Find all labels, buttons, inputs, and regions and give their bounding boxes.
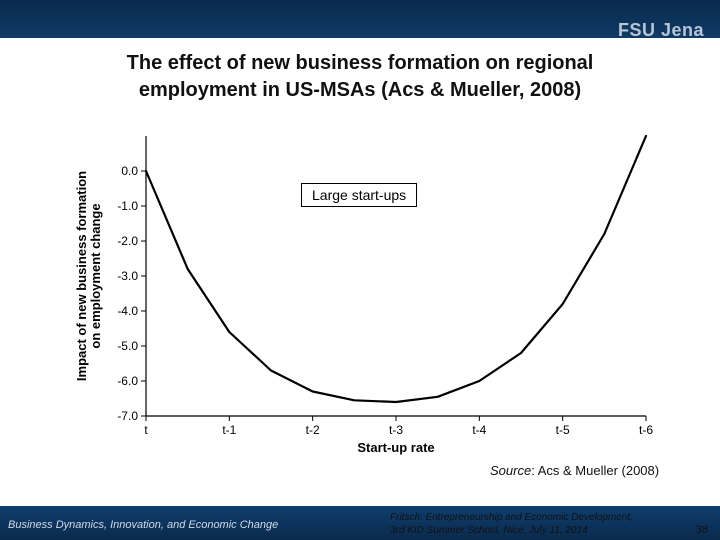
footer-left-text: Business Dynamics, Innovation, and Econo… xyxy=(8,519,278,531)
svg-text:Impact of new business formati: Impact of new business formation xyxy=(74,171,89,381)
svg-text:-5.0: -5.0 xyxy=(117,339,138,353)
source-label: Source xyxy=(490,463,531,478)
title-line-2: employment in US-MSAs (Acs & Mueller, 20… xyxy=(40,77,680,104)
footer-right-text: Fritsch: Entrepreneurship and Economic D… xyxy=(390,512,670,537)
svg-text:t: t xyxy=(144,423,148,437)
svg-text:Start-up rate: Start-up rate xyxy=(357,440,434,455)
svg-text:-1.0: -1.0 xyxy=(117,199,138,213)
svg-text:-2.0: -2.0 xyxy=(117,234,138,248)
source-citation: Source: Acs & Mueller (2008) xyxy=(490,463,659,478)
slide-root: FSU Jena The effect of new business form… xyxy=(0,0,720,540)
chart-svg: 0.0 -1.0 -2.0 -3.0 -4.0 -5.0 -6.0 -7.0 t t-1 t-2 t-… xyxy=(68,128,668,458)
chart-container: 0.0 -1.0 -2.0 -3.0 -4.0 -5.0 -6.0 -7.0 t t-1 t-2 t-… xyxy=(68,128,668,458)
source-text: : Acs & Mueller (2008) xyxy=(531,463,659,478)
footer-right-line1: Fritsch: Entrepreneurship and Economic D… xyxy=(390,512,670,525)
svg-text:t-3: t-3 xyxy=(389,423,403,437)
svg-text:t-5: t-5 xyxy=(556,423,570,437)
chart-annotation-large-startups: Large start-ups xyxy=(301,183,417,207)
title-line-1: The effect of new business formation on … xyxy=(40,50,680,77)
svg-text:t-4: t-4 xyxy=(472,423,486,437)
footer-right-line2: 3rd KID Summer School, Nice, July 11, 20… xyxy=(390,525,670,538)
svg-text:t-1: t-1 xyxy=(222,423,236,437)
svg-text:-3.0: -3.0 xyxy=(117,269,138,283)
svg-text:-6.0: -6.0 xyxy=(117,374,138,388)
svg-text:-7.0: -7.0 xyxy=(117,409,138,423)
svg-text:t-6: t-6 xyxy=(639,423,653,437)
header-band xyxy=(0,0,720,38)
svg-text:-4.0: -4.0 xyxy=(117,304,138,318)
slide-title: The effect of new business formation on … xyxy=(40,50,680,104)
svg-text:t-2: t-2 xyxy=(306,423,320,437)
svg-text:on employment change: on employment change xyxy=(88,203,103,348)
page-number: 38 xyxy=(696,524,708,536)
svg-text:0.0: 0.0 xyxy=(121,164,138,178)
header-logo: FSU Jena xyxy=(618,20,704,41)
